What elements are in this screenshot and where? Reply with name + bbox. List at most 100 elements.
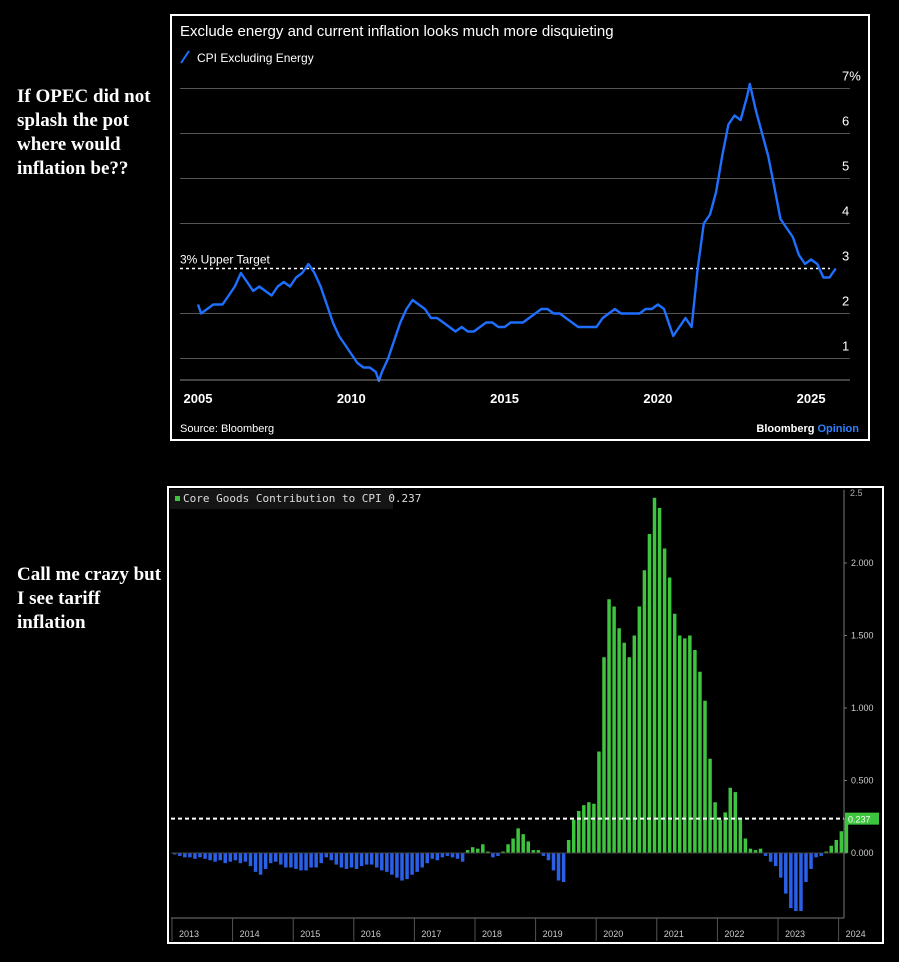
bar <box>551 853 556 871</box>
bar <box>410 853 414 875</box>
bar <box>763 853 768 856</box>
bar <box>531 850 536 853</box>
bar <box>713 802 717 853</box>
bar <box>733 792 738 853</box>
brand-opinion: Opinion <box>817 423 859 435</box>
bar <box>299 853 303 871</box>
bar <box>218 853 222 861</box>
bar <box>698 671 702 853</box>
bar <box>834 839 839 853</box>
bar <box>708 758 712 853</box>
bar <box>556 853 561 881</box>
legend-square-icon <box>175 496 180 501</box>
bar <box>183 853 187 858</box>
bar <box>632 635 637 853</box>
legend-line-icon <box>180 50 190 64</box>
bar <box>173 853 177 855</box>
y-tick-label: 1.000 <box>851 703 874 713</box>
bar <box>364 853 369 865</box>
bar <box>824 851 828 853</box>
y-tick-label: 0.000 <box>851 848 874 858</box>
bar <box>395 853 399 878</box>
bar <box>253 853 258 872</box>
bar <box>193 853 197 859</box>
x-tick-label: 2023 <box>785 929 805 939</box>
caption-tariff: Call me crazy but I see tariff inflation <box>17 564 162 633</box>
y-tick-label: 2 <box>842 294 849 309</box>
bar <box>430 853 435 859</box>
bar <box>516 828 520 853</box>
x-tick-label: 2016 <box>361 929 381 939</box>
bar <box>228 853 233 862</box>
bar <box>425 853 429 864</box>
bar <box>309 853 313 868</box>
chart1-legend: CPI Excluding Energy <box>197 51 314 65</box>
chart2-legend-value: 0.237 <box>388 492 421 505</box>
bar <box>268 853 273 864</box>
bar <box>819 853 823 856</box>
bar <box>440 853 445 858</box>
bar <box>203 853 207 859</box>
x-tick-label: 2019 <box>543 929 563 939</box>
bar <box>243 853 248 862</box>
bar <box>354 853 359 869</box>
last-value-badge <box>845 812 879 825</box>
bar <box>672 613 677 853</box>
core-goods-chart: 0.000 0.500 1.000 1.500 2.000 0.237 2.5 Core… <box>167 486 884 944</box>
bar <box>738 818 743 853</box>
bar <box>526 841 530 853</box>
chart2-frame <box>167 486 884 944</box>
bar <box>844 818 849 853</box>
bar <box>294 853 298 869</box>
bar <box>511 838 515 853</box>
bar <box>188 853 192 858</box>
bar <box>652 497 657 853</box>
bar <box>481 844 485 853</box>
cpi-line <box>196 82 837 383</box>
bar <box>400 853 404 881</box>
bar <box>597 751 601 853</box>
bar <box>667 577 672 853</box>
bar <box>349 853 354 868</box>
y-tick-label: 0.500 <box>851 776 874 786</box>
y-tick-label: 4 <box>842 204 849 219</box>
bar <box>683 638 687 853</box>
x-tick-label: 2010 <box>337 391 366 406</box>
x-tick-label: 2015 <box>300 929 320 939</box>
bar <box>804 853 808 882</box>
x-tick-label: 2025 <box>797 391 826 406</box>
bar <box>445 853 450 856</box>
bar <box>501 851 505 853</box>
bar <box>284 853 288 868</box>
bar <box>385 853 389 872</box>
x-tick-label: 2014 <box>240 929 260 939</box>
chart1-source: Source: Bloomberg <box>180 423 274 435</box>
bloomberg-opinion-logo: Bloomberg Opinion <box>756 423 859 435</box>
bar <box>829 845 833 853</box>
x-tick-label: 2021 <box>664 929 684 939</box>
y-tick-label: 5 <box>842 159 849 174</box>
bar <box>375 853 379 868</box>
bar <box>248 853 253 867</box>
x-tick-label: 2013 <box>179 929 199 939</box>
bar <box>748 848 753 853</box>
bar <box>324 853 328 858</box>
cpi-ex-energy-chart: Exclude energy and current inflation loo… <box>170 14 870 441</box>
chart2-legend-box <box>170 489 393 509</box>
bar <box>784 853 788 894</box>
bar <box>758 848 763 853</box>
x-tick-label: 2020 <box>643 391 672 406</box>
bar <box>693 650 697 853</box>
bar <box>314 853 318 868</box>
bar <box>571 819 576 853</box>
bar <box>274 853 278 862</box>
bar <box>460 853 465 862</box>
bar <box>329 853 334 861</box>
bar <box>319 853 323 864</box>
bar <box>470 847 475 853</box>
bar <box>839 831 844 853</box>
bar <box>263 853 268 869</box>
y-tick-label: 2.000 <box>851 558 874 568</box>
x-tick-label: 2017 <box>421 929 441 939</box>
bar <box>723 812 727 853</box>
